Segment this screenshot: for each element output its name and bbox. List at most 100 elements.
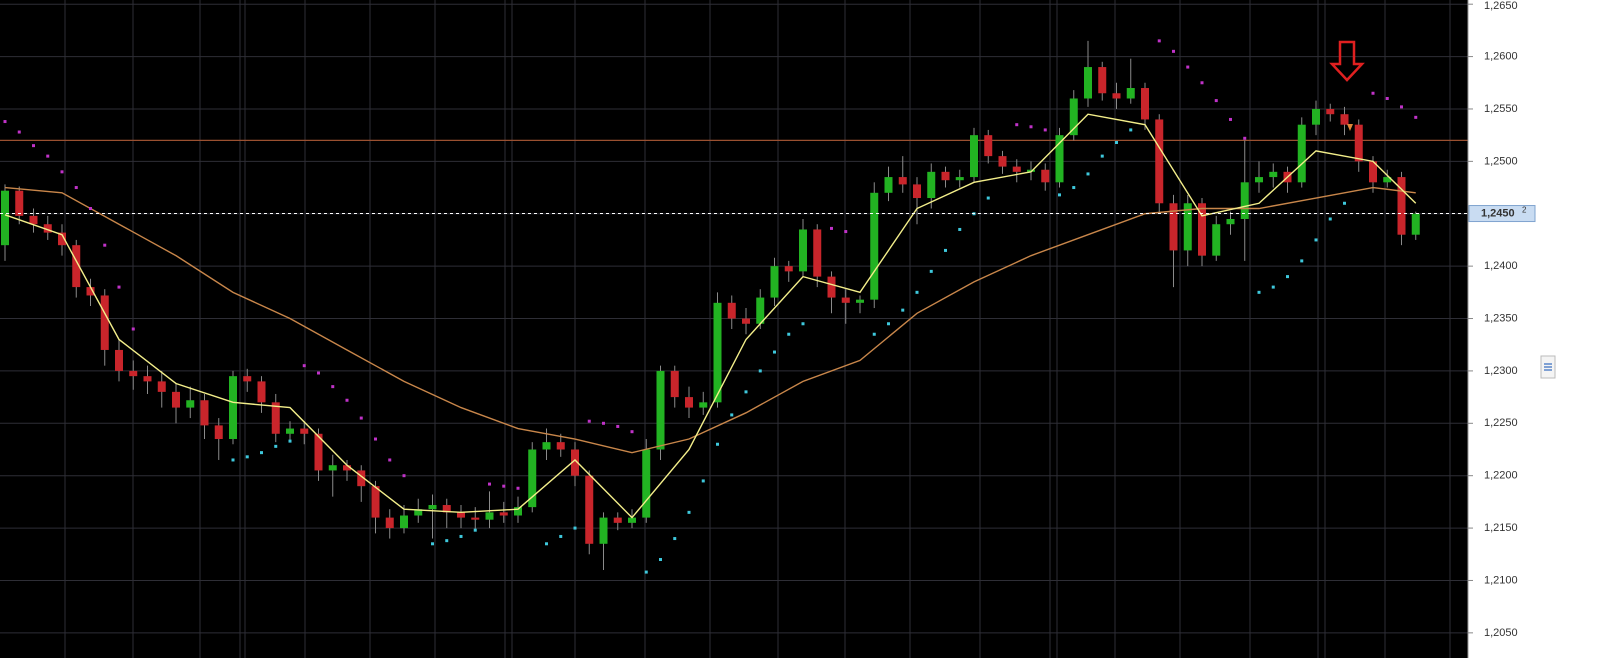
candle-body (670, 370, 679, 398)
candle-body (485, 512, 494, 520)
sar-dot (1229, 117, 1232, 121)
candle-body (613, 517, 622, 523)
candle-body (1354, 124, 1363, 162)
sar-dot (730, 413, 734, 417)
candle-body (186, 400, 195, 408)
candle-body (1226, 218, 1235, 225)
sar-dot (559, 534, 563, 538)
sar-dot (616, 424, 620, 428)
candle-body (43, 224, 52, 233)
y-tick-label: 1,2400 (1484, 260, 1518, 272)
candle-body (514, 507, 522, 516)
sar-dot (1157, 39, 1161, 43)
sar-dot (830, 226, 833, 230)
candle-body (172, 391, 180, 408)
candle-body (1084, 67, 1092, 99)
candle-body (727, 302, 736, 319)
candle-body (157, 381, 166, 392)
sar-dot (1100, 154, 1104, 158)
sar-dot (887, 322, 890, 326)
candle-body (343, 465, 351, 471)
candle-body (86, 287, 95, 296)
sar-dot (1243, 136, 1247, 140)
candle-body (528, 449, 537, 508)
sar-dot (1172, 49, 1175, 53)
candle-body (1411, 213, 1420, 235)
candle-body (300, 428, 309, 434)
sar-dot (944, 248, 947, 252)
candle-body (471, 517, 480, 520)
sar-dot (801, 322, 805, 326)
candle-body (1326, 108, 1335, 115)
y-tick-label: 1,2100 (1484, 574, 1518, 586)
sar-dot (359, 416, 363, 420)
candle-body (656, 370, 665, 450)
sar-dot (117, 285, 121, 289)
sar-dot (915, 290, 919, 294)
candle-body (1, 190, 9, 246)
sar-dot (958, 227, 962, 231)
candle-body (143, 376, 152, 382)
candle-body (58, 232, 66, 246)
candle-body (72, 245, 81, 288)
last-price-pip: 2 (1522, 206, 1527, 215)
candle-body (1041, 169, 1050, 183)
candle-body (257, 381, 266, 403)
candle-body (1297, 124, 1306, 183)
vertical-grid (64, 0, 1451, 658)
sar-dot (60, 170, 64, 174)
candle-body (286, 428, 294, 434)
candle-body (713, 302, 722, 403)
sar-dot (488, 482, 491, 486)
sar-dot (74, 186, 78, 190)
y-tick-label: 1,2550 (1484, 103, 1518, 115)
candle-body (856, 299, 864, 303)
candle-body (898, 177, 907, 185)
plot-layer (0, 3, 1468, 634)
candle-body (1269, 171, 1278, 178)
sar-dot (1371, 91, 1375, 95)
candle-body (1112, 93, 1121, 99)
candle-body (385, 517, 394, 529)
y-tick-label: 1,2050 (1484, 627, 1518, 639)
candle-body (1069, 98, 1078, 136)
candle-body (457, 512, 465, 518)
sar-dot (1271, 285, 1275, 289)
sar-dot (1214, 99, 1218, 103)
sar-dot (1029, 125, 1033, 129)
sar-dot (431, 542, 434, 546)
sar-dot (929, 269, 933, 273)
sar-dot (302, 364, 306, 368)
candle-body (1169, 203, 1178, 251)
candle-body (428, 505, 437, 510)
sar-dot (388, 458, 392, 462)
candle-body (870, 192, 879, 300)
sar-dot (844, 230, 848, 234)
sar-dot (260, 451, 263, 455)
sar-dot (1314, 238, 1318, 242)
candle-body (1212, 224, 1221, 256)
sar-dot (3, 120, 7, 124)
candle-body (884, 177, 893, 193)
sar-dot (1286, 275, 1289, 279)
candle-body (784, 266, 793, 272)
slow-moving-average (4, 186, 1416, 454)
candle-body (585, 475, 594, 544)
price-axis: 1,2650 1,2600 1,2550 1,2500 1,2450 1,2400 1,23… (1468, 0, 1536, 639)
sar-dot (1058, 193, 1061, 197)
sar-dot (374, 437, 377, 441)
sar-dot (716, 442, 719, 446)
axis-panel (1468, 0, 1618, 658)
sar-dot (701, 479, 705, 483)
sar-dot (787, 332, 791, 336)
candle-body (1012, 166, 1021, 172)
sar-dot (1414, 115, 1418, 119)
sar-dot (1400, 105, 1403, 109)
scroll-handle-icon (1544, 363, 1552, 371)
candle-body (442, 505, 451, 513)
sar-dot (901, 308, 905, 312)
signal-marker (1347, 124, 1353, 131)
candle-body (400, 515, 408, 529)
candle-body (243, 376, 252, 382)
